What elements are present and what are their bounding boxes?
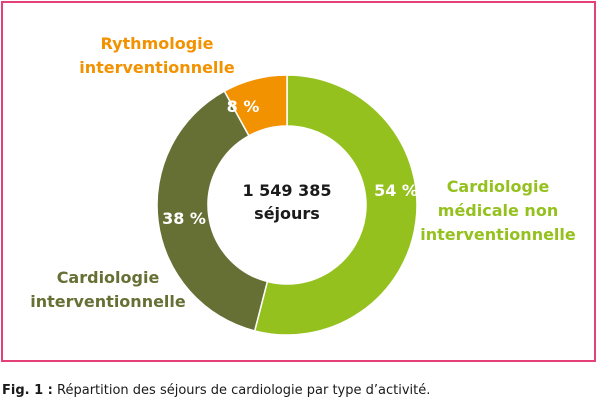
donut-chart: 54 % 38 % 8 % 1 549 385 séjours Cardiolo…: [30, 34, 576, 336]
category-label-rythmologie-line2: interventionnelle: [79, 58, 235, 77]
figure-number: Fig. 1 :: [2, 383, 53, 398]
category-label-medicale-line1: Cardiologie: [447, 177, 550, 196]
slice-value-label-medicale: 54 %: [374, 181, 418, 200]
category-label-medicale-line2: médicale non: [438, 201, 558, 220]
slice-rythmologie: [223, 74, 288, 137]
donut-slices: [156, 74, 418, 336]
center-total-label: 1 549 385: [242, 181, 331, 200]
figure-frame: [1, 1, 596, 362]
slice-value-label-interventionnelle: 38 %: [162, 209, 206, 228]
figure-caption: Fig. 1 : Répartition des séjours de card…: [2, 383, 430, 398]
slice-interventionnelle: [156, 90, 269, 332]
category-label-interventionnelle-line2: interventionnelle: [30, 292, 186, 311]
slice-value-label-rythmologie: 8 %: [227, 97, 260, 116]
category-label-interventionnelle-line1: Cardiologie: [57, 268, 160, 287]
slice-medicale: [253, 74, 418, 336]
center-unit-label: séjours: [254, 204, 320, 223]
figure-caption-text: Répartition des séjours de cardiologie p…: [57, 383, 431, 398]
category-label-medicale-line3: interventionnelle: [420, 225, 576, 244]
category-label-rythmologie-line1: Rythmologie: [101, 34, 214, 53]
